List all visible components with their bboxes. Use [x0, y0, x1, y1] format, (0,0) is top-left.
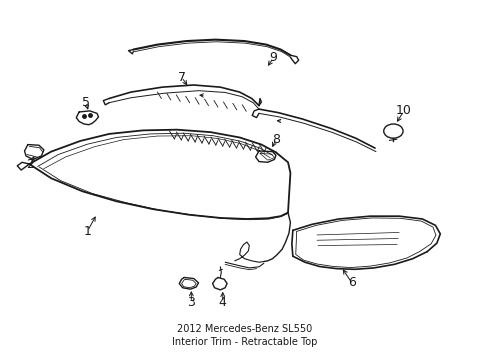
Text: 1: 1 [83, 225, 91, 238]
Text: 7: 7 [177, 71, 185, 84]
Text: 2012 Mercedes-Benz SL550
Interior Trim - Retractable Top: 2012 Mercedes-Benz SL550 Interior Trim -… [171, 324, 317, 347]
Text: 3: 3 [187, 296, 195, 309]
Text: 8: 8 [271, 133, 279, 146]
Text: 6: 6 [347, 276, 355, 289]
Text: 5: 5 [82, 95, 90, 108]
Text: 2: 2 [26, 158, 34, 171]
Text: 10: 10 [395, 104, 411, 117]
Text: 4: 4 [218, 296, 226, 309]
Text: 9: 9 [269, 51, 277, 64]
